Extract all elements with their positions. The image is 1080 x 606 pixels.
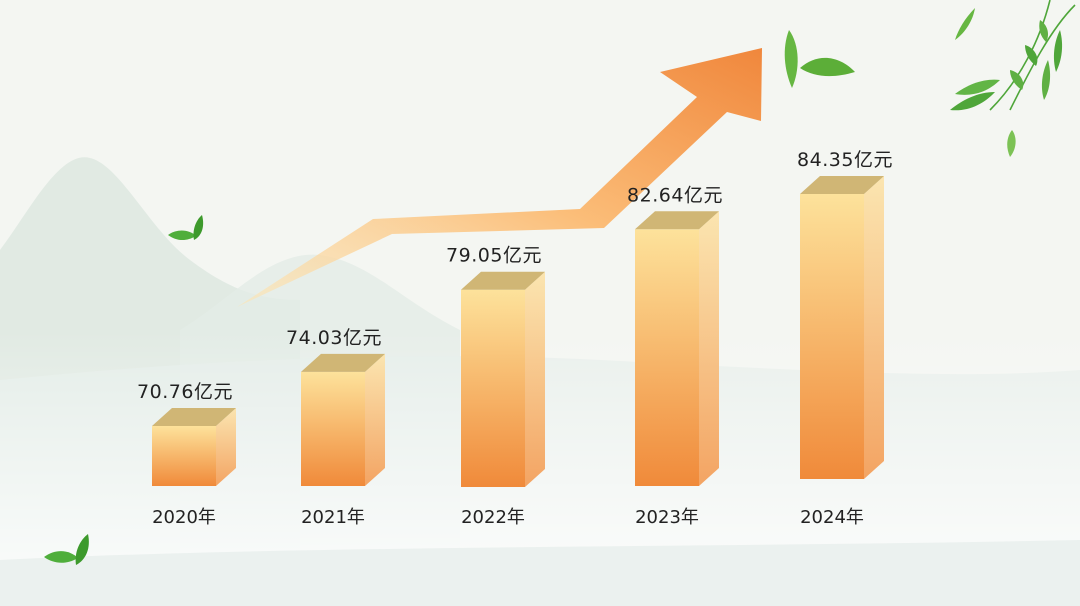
bar-front [301, 371, 365, 486]
bar-front [152, 426, 216, 486]
x-tick-label: 2023年 [635, 507, 699, 528]
bar-front [461, 289, 525, 487]
bar-2023年: 82.64亿元 2023年 [627, 184, 723, 528]
x-tick-label: 2024年 [800, 507, 864, 528]
bar-front [800, 194, 864, 479]
bar-2020年: 70.76亿元 2020年 [137, 381, 236, 528]
bar-value-label: 79.05亿元 [446, 245, 542, 267]
bar-side [699, 211, 719, 486]
bar-value-label: 84.35亿元 [797, 149, 893, 171]
bar-value-label: 70.76亿元 [137, 381, 233, 403]
bar-value-label: 82.64亿元 [627, 184, 723, 206]
x-tick-label: 2021年 [301, 507, 365, 528]
bar-cap [461, 271, 545, 290]
bar-2022年: 79.05亿元 2022年 [446, 245, 545, 528]
bar-group: 70.76亿元 2020年 74.03亿元 2021年 79.05亿元 2022年 82.6… [137, 149, 893, 528]
x-tick-label: 2022年 [461, 507, 525, 528]
bar-front [635, 229, 699, 486]
bar-side [525, 271, 545, 487]
bar-cap [800, 176, 884, 194]
x-tick-label: 2020年 [152, 507, 216, 528]
bar-2021年: 74.03亿元 2021年 [286, 327, 385, 528]
bar-side [864, 176, 884, 479]
bar-side [365, 353, 385, 486]
bar-value-label: 74.03亿元 [286, 327, 382, 349]
bar-cap [152, 408, 236, 426]
leaf-decoration [44, 0, 1076, 565]
trend-arrow-icon [237, 48, 762, 307]
bar-side [216, 408, 236, 486]
bar-cap [635, 211, 719, 230]
bar-cap [301, 353, 385, 372]
bar-2024年: 84.35亿元 2024年 [797, 149, 893, 528]
